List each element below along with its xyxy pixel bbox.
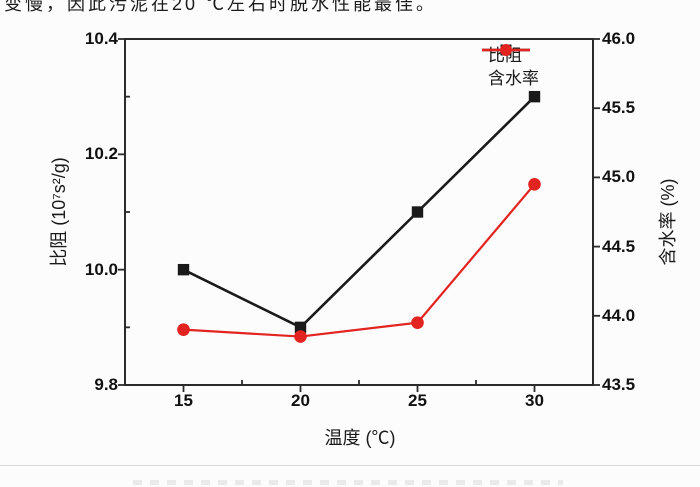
series-0-marker [411,206,424,218]
legend: 比阻含水率 [480,42,539,88]
legend-swatch-circle-icon [482,44,530,56]
series-0-marker [177,263,190,276]
line-chart: 比阻 (10⁷s²/g) 含水率 (%) 温度 (℃) 比阻含水率 152025… [49,29,678,448]
cropped-paragraph-text: 变慢，因此污泥在20 ℃左右时脱水性能最佳。 [4,0,438,14]
left-tick-label: 10.0 [84,259,118,279]
x-axis-title: 温度 (℃) [324,428,396,448]
left-axis-title: 比阻 (10⁷s²/g) [49,157,69,267]
chart-svg [118,38,600,392]
cropped-caption-fragment [133,480,563,485]
left-tick-label: 10.2 [84,144,118,164]
series-1-line [183,183,536,338]
right-tick-label: 44.0 [602,305,636,325]
right-tick-label: 45.5 [602,98,636,118]
series-1-marker [177,323,190,336]
left-tick-label: 10.4 [84,29,118,48]
series-1-marker [528,178,541,191]
right-tick-label: 44.5 [602,236,636,256]
left-tick-label: 9.8 [94,375,118,394]
series-0-marker [528,90,541,103]
divider-line [0,465,700,466]
x-tick-label: 15 [174,391,193,410]
right-tick-label: 43.5 [602,375,636,394]
right-tick-label: 45.0 [602,167,636,187]
legend-item-1: 含水率 [480,44,539,88]
right-tick-label: 46.0 [602,29,636,48]
series-0-line [182,95,536,329]
plot-frame [124,38,594,386]
series-1-marker [294,330,307,343]
x-tick-label: 30 [525,391,544,410]
series-0-marker [294,321,307,334]
series-1-marker [411,316,424,330]
x-tick-label: 25 [408,391,427,410]
legend-label: 含水率 [488,69,539,88]
x-tick-label: 20 [291,391,310,410]
